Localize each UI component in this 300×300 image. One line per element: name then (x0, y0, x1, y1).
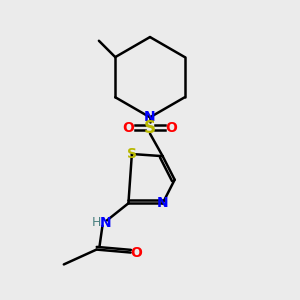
Text: S: S (127, 147, 137, 161)
Text: N: N (100, 216, 112, 230)
Text: O: O (166, 121, 177, 135)
Text: O: O (130, 245, 142, 260)
Text: N: N (157, 196, 169, 210)
Text: H: H (92, 216, 101, 229)
Text: N: N (144, 110, 156, 124)
Text: O: O (123, 121, 134, 135)
Text: S: S (144, 119, 156, 137)
